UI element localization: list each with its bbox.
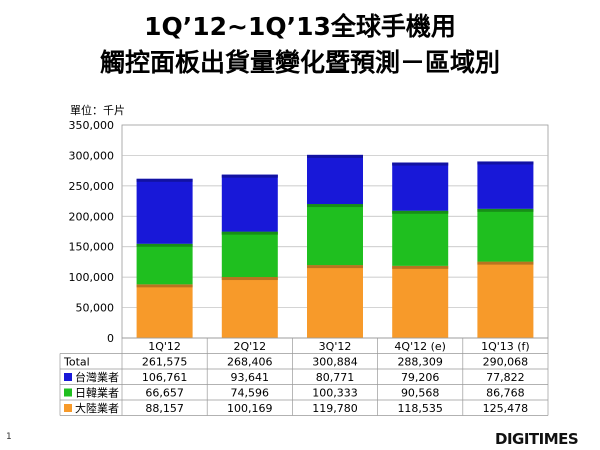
- data-label: 74,596: [231, 387, 270, 400]
- chart-title-line2: 觸控面板出貨量變化暨預測－區域別: [99, 48, 500, 77]
- data-label: 66,657: [145, 387, 184, 400]
- total-value: 288,309: [397, 356, 443, 369]
- legend-entry: 台灣業者: [75, 370, 119, 384]
- data-label: 88,157: [145, 402, 184, 415]
- chart-title-line1: 1Q’12~1Q’13全球手機用: [144, 12, 456, 41]
- legend-entry: 日韓業者: [75, 387, 119, 400]
- bar-segment-top: [221, 174, 278, 178]
- data-label: 93,641: [231, 371, 270, 384]
- data-label: 79,206: [401, 371, 440, 384]
- legend-swatch: [64, 404, 72, 412]
- bar-segment-top: [307, 204, 363, 208]
- data-label: 86,768: [486, 387, 525, 400]
- bar-segment-top: [221, 277, 278, 281]
- total-value: 300,884: [312, 356, 358, 369]
- bar-segment: [307, 204, 363, 266]
- data-label: 80,771: [316, 371, 355, 384]
- bar-segment-top: [477, 208, 534, 212]
- digitimes-logo: DIGITIMES: [495, 430, 579, 448]
- bar-segment: [221, 174, 278, 232]
- bar-segment: [392, 265, 449, 338]
- data-label: 118,535: [397, 402, 443, 415]
- data-label: 100,169: [227, 402, 273, 415]
- bar-segment-top: [136, 178, 193, 182]
- total-value: 261,575: [142, 356, 188, 369]
- bar-segment: [136, 178, 193, 244]
- x-tick-label: 1Q'12: [148, 340, 181, 353]
- bar-segment-top: [307, 154, 363, 158]
- bar-segment: [221, 231, 278, 278]
- bar-segment: [307, 154, 363, 205]
- bar-segment: [477, 208, 534, 262]
- data-label: 106,761: [142, 371, 188, 384]
- y-tick-label: 50,000: [76, 302, 115, 315]
- data-label: 119,780: [312, 402, 358, 415]
- bar-segment: [307, 265, 363, 338]
- bar-segment: [477, 261, 534, 338]
- slide-number: 1: [6, 432, 12, 442]
- y-tick-label: 300,000: [69, 149, 115, 162]
- bar-segment-top: [477, 261, 534, 265]
- y-tick-label: 0: [107, 332, 114, 345]
- bar-segment: [136, 243, 193, 285]
- data-label: 77,822: [486, 371, 525, 384]
- x-tick-label: 4Q'12 (e): [394, 340, 446, 353]
- x-tick-label: 2Q'12: [233, 340, 266, 353]
- x-tick-label: 3Q'12: [319, 340, 352, 353]
- data-label: 125,478: [483, 402, 529, 415]
- bar-segment: [392, 210, 449, 266]
- y-tick-label: 100,000: [69, 271, 115, 284]
- bar-segment-top: [136, 284, 193, 288]
- y-tick-label: 150,000: [69, 241, 115, 254]
- legend-entry: 大陸業者: [75, 401, 119, 415]
- bar-segment: [136, 284, 193, 338]
- bar-segment: [392, 162, 449, 211]
- total-row-label: Total: [63, 356, 90, 369]
- legend-swatch: [64, 388, 72, 397]
- unit-label: 單位：千片: [70, 104, 125, 117]
- data-label: 100,333: [312, 387, 358, 400]
- legend-swatch: [64, 373, 72, 381]
- bar-segment-top: [136, 243, 193, 247]
- x-tick-label: 1Q'13 (f): [481, 340, 530, 353]
- total-value: 290,068: [483, 356, 529, 369]
- bar-segment: [221, 277, 278, 338]
- bar-segment-top: [221, 231, 278, 235]
- data-label: 90,568: [401, 387, 440, 400]
- bar-segment-top: [392, 162, 449, 166]
- y-tick-label: 250,000: [69, 180, 115, 193]
- bar-segment-top: [307, 265, 363, 269]
- total-value: 268,406: [227, 356, 273, 369]
- bar-segment: [477, 161, 534, 209]
- bar-segment-top: [477, 161, 534, 165]
- bar-segment-top: [392, 210, 449, 214]
- y-tick-label: 350,000: [69, 119, 115, 132]
- y-tick-label: 200,000: [69, 210, 115, 223]
- bar-segment-top: [392, 265, 449, 269]
